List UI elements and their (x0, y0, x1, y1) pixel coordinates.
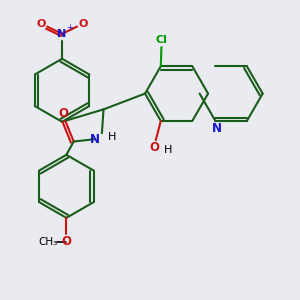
Text: N: N (90, 133, 100, 146)
Text: H: H (164, 145, 172, 155)
Text: O: O (61, 235, 71, 248)
Text: H: H (108, 132, 116, 142)
Text: Cl: Cl (155, 35, 167, 45)
Text: O: O (79, 19, 88, 29)
Text: O: O (59, 107, 69, 120)
Text: N: N (212, 122, 222, 135)
Text: O: O (150, 141, 160, 154)
Text: CH₃: CH₃ (38, 237, 58, 247)
Text: O: O (37, 19, 46, 29)
Text: +: + (66, 23, 73, 32)
Text: N: N (58, 29, 67, 39)
